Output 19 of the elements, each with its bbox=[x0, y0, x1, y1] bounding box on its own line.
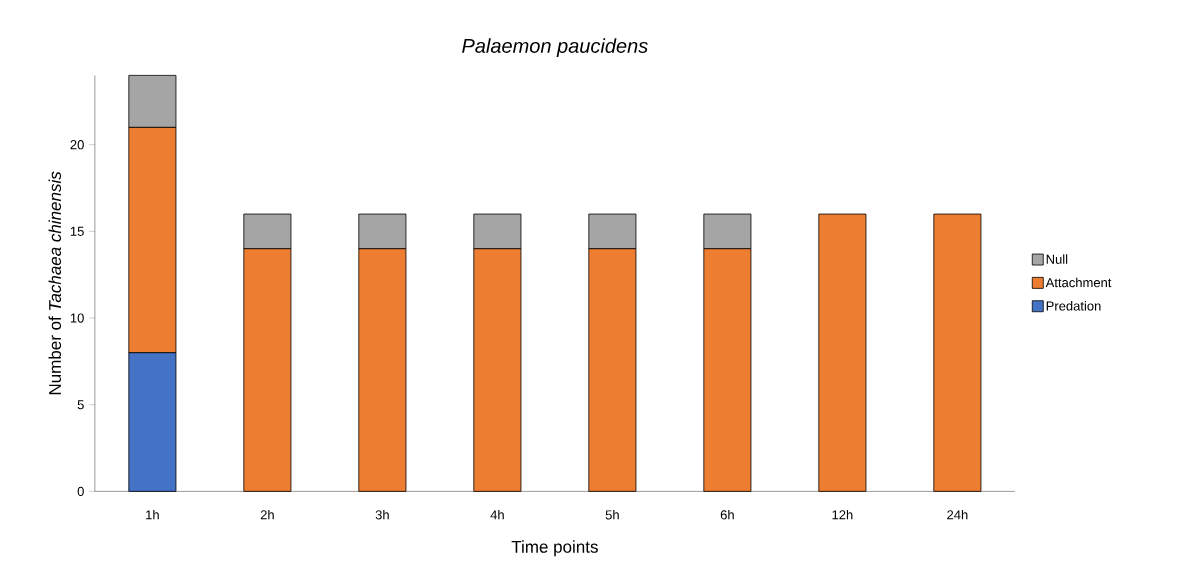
legend-label: Predation bbox=[1046, 301, 1101, 311]
x-tick-label: 12h bbox=[832, 509, 853, 520]
legend-label: Null bbox=[1046, 254, 1068, 264]
y-tick-label: 20 bbox=[70, 140, 84, 150]
x-tick-label: 4h bbox=[490, 509, 504, 520]
chart-title: Palaemon paucidens bbox=[462, 38, 648, 57]
y-tick-label: 15 bbox=[70, 226, 84, 236]
x-tick-label: 1h bbox=[146, 509, 159, 520]
y-axis-title: Number of Tachaea chinensis bbox=[48, 171, 62, 395]
x-axis-title: Time points bbox=[511, 540, 598, 557]
y-tick-label: 10 bbox=[70, 313, 84, 323]
x-tick-label: 5h bbox=[605, 509, 619, 520]
y-tick-label: 0 bbox=[77, 486, 84, 496]
legend-label: Attachment bbox=[1045, 277, 1112, 288]
x-tick-label: 2h bbox=[260, 509, 274, 520]
y-tick-label: 5 bbox=[77, 400, 84, 410]
x-tick-label: 6h bbox=[720, 509, 734, 520]
x-tick-label: 3h bbox=[375, 509, 389, 520]
x-tick-label: 24h bbox=[947, 509, 968, 520]
